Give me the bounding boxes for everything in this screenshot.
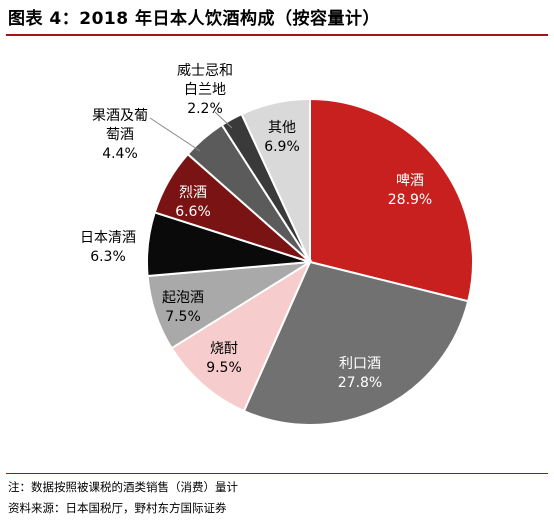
leader-line	[214, 111, 233, 129]
slice-name: 其他	[268, 120, 296, 136]
slice-name: 白兰地	[184, 82, 226, 98]
pie-chart: 啤酒 28.9% 利口酒 27.8% 烧酎 9.5% 起泡酒 7.5% 日本清酒 6.3% 烈酒 6.…	[80, 63, 474, 426]
pie-slice-2	[242, 260, 470, 426]
footnote: 注：数据按照被课税的酒类销售（消费）量计	[8, 480, 238, 494]
source-note: 资料来源：日本国税厅，野村东方国际证券	[8, 501, 227, 515]
leader-line	[149, 117, 201, 152]
slice-name: 烧酎	[210, 341, 238, 357]
slice-label-5: 日本清酒 6.3%	[80, 230, 136, 265]
footer-divider	[6, 473, 548, 474]
title-divider	[6, 34, 548, 36]
slice-name: 利口酒	[339, 356, 381, 372]
slice-label-4: 起泡酒 7.5%	[162, 290, 204, 325]
slice-label-1: 啤酒 28.9%	[388, 173, 432, 208]
slice-label-6: 烈酒 6.6%	[175, 185, 211, 220]
slice-name: 萄酒	[106, 127, 134, 143]
pie-slice-9	[240, 97, 311, 263]
pie-slice-1	[309, 97, 474, 303]
slice-label-7: 果酒及葡萄酒 4.4%	[92, 108, 148, 162]
slice-name: 起泡酒	[162, 290, 204, 306]
slice-value: 6.3%	[90, 249, 126, 265]
slice-name: 威士忌和	[177, 63, 233, 79]
slice-value: 2.2%	[187, 101, 223, 117]
slice-value: 27.8%	[338, 375, 382, 391]
slice-label-3: 烧酎 9.5%	[206, 341, 242, 376]
slice-value: 28.9%	[388, 192, 432, 208]
slice-label-8: 威士忌和白兰地 2.2%	[177, 63, 233, 117]
slice-name: 啤酒	[396, 173, 424, 189]
slice-value: 6.6%	[175, 204, 211, 220]
slice-name: 日本清酒	[80, 230, 136, 246]
slice-value: 7.5%	[165, 309, 201, 325]
slice-value: 4.4%	[102, 146, 138, 162]
slice-name: 烈酒	[179, 185, 207, 201]
chart-title: 图表 4：2018 年日本人饮酒构成（按容量计）	[8, 9, 380, 29]
slice-value: 9.5%	[206, 360, 242, 376]
pie-slice-3	[170, 259, 313, 413]
slice-label-9: 其他 6.9%	[264, 120, 300, 155]
slice-label-2: 利口酒 27.8%	[338, 356, 382, 391]
slice-name: 果酒及葡	[92, 108, 148, 124]
slice-value: 6.9%	[264, 139, 300, 155]
